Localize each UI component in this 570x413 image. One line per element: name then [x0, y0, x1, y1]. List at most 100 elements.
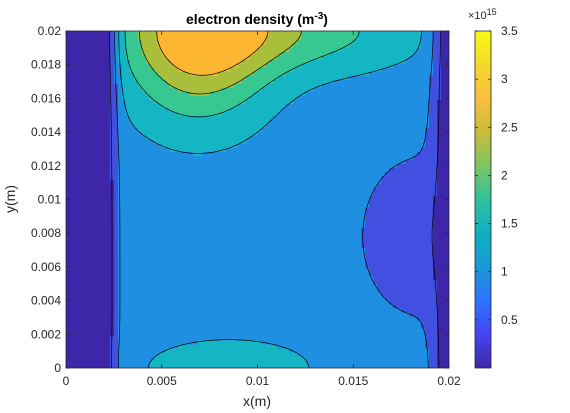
contour-cell: [345, 215, 350, 221]
contour-cell: [401, 171, 406, 177]
contour-cell: [377, 275, 382, 281]
contour-cell: [257, 195, 263, 201]
contour-cell: [253, 247, 259, 253]
contour-cell: [441, 167, 446, 173]
contour-cell: [157, 195, 163, 201]
contour-cell: [81, 159, 87, 164]
contour-cell: [177, 291, 183, 297]
contour-cell: [345, 167, 350, 173]
contour-cell: [333, 199, 338, 205]
contour-cell: [66, 335, 71, 341]
contour-cell: [85, 215, 91, 221]
contour-cell: [333, 331, 338, 337]
contour-cell: [341, 215, 346, 221]
contour-cell: [321, 187, 326, 193]
contour-cell: [73, 363, 79, 368]
contour-cell: [329, 327, 334, 333]
contour-cell: [297, 363, 302, 368]
contour-cell: [177, 211, 183, 217]
contour-cell: [245, 295, 251, 301]
contour-cell: [241, 223, 247, 229]
contour-cell: [133, 255, 139, 261]
contour-cell: [273, 235, 279, 241]
contour-cell: [425, 235, 430, 241]
contour-cell: [285, 295, 291, 301]
contour-cell: [197, 267, 203, 273]
contour-cell: [177, 163, 183, 168]
contour-cell: [369, 299, 374, 305]
contour-cell: [433, 319, 438, 325]
contour-cell: [397, 327, 402, 333]
contour-cell: [77, 343, 83, 349]
contour-cell: [273, 323, 279, 329]
contour-cell: [253, 351, 259, 357]
contour-cell: [313, 215, 318, 221]
contour-cell: [345, 171, 350, 177]
contour-cell: [413, 287, 418, 293]
contour-cell: [293, 303, 298, 309]
contour-cell: [69, 347, 75, 353]
contour-cell: [373, 263, 378, 269]
contour-cell: [113, 243, 119, 249]
contour-cell: [93, 211, 99, 217]
contour-cell: [385, 335, 390, 341]
contour-cell: [301, 247, 306, 253]
contour-cell: [125, 291, 131, 297]
contour-cell: [369, 287, 374, 293]
contour-cell: [309, 159, 314, 164]
contour-cell: [305, 319, 310, 325]
contour-cell: [389, 211, 394, 217]
contour-cell: [69, 219, 75, 225]
contour-cell: [205, 255, 211, 261]
contour-cell: [137, 163, 143, 168]
contour-cell: [237, 307, 243, 313]
contour-cell: [385, 279, 390, 285]
contour-cell: [201, 343, 207, 349]
contour-cell: [441, 331, 446, 337]
contour-cell: [281, 335, 287, 341]
contour-cell: [425, 183, 430, 189]
contour-cell: [285, 279, 291, 285]
contour-cell: [77, 211, 83, 217]
contour-cell: [249, 207, 255, 213]
contour-cell: [93, 183, 99, 189]
contour-cell: [421, 179, 426, 185]
contour-cell: [409, 327, 414, 333]
contour-cell: [265, 235, 271, 241]
contour-cell: [389, 243, 394, 249]
contour-cell: [105, 287, 111, 293]
contour-cell: [177, 299, 183, 305]
contour-cell: [205, 231, 211, 237]
contour-cell: [345, 331, 350, 337]
contour-cell: [361, 303, 366, 309]
contour-cell: [77, 207, 83, 213]
contour-cell: [293, 259, 298, 265]
contour-cell: [141, 207, 147, 213]
contour-cell: [429, 347, 434, 353]
contour-cell: [241, 267, 247, 273]
contour-cell: [357, 239, 362, 245]
contour-cell: [213, 327, 219, 333]
contour-cell: [73, 295, 79, 301]
contour-cell: [261, 203, 267, 209]
contour-cell: [189, 303, 195, 309]
contour-cell: [181, 159, 187, 164]
contour-cell: [217, 335, 223, 341]
contour-cell: [369, 215, 374, 221]
contour-cell: [105, 227, 111, 233]
contour-cell: [337, 231, 342, 237]
contour-cell: [281, 243, 287, 249]
contour-cell: [173, 203, 179, 209]
contour-cell: [185, 219, 191, 225]
contour-cell: [269, 159, 275, 164]
contour-cell: [277, 191, 283, 197]
contour-cell: [357, 307, 362, 313]
contour-cell: [353, 279, 358, 285]
contour-cell: [301, 239, 306, 245]
contour-cell: [325, 259, 330, 265]
contour-cell: [385, 323, 390, 329]
contour-cell: [321, 339, 326, 345]
contour-cell: [157, 247, 163, 253]
contour-cell: [217, 283, 223, 289]
contour-cell: [205, 179, 211, 185]
